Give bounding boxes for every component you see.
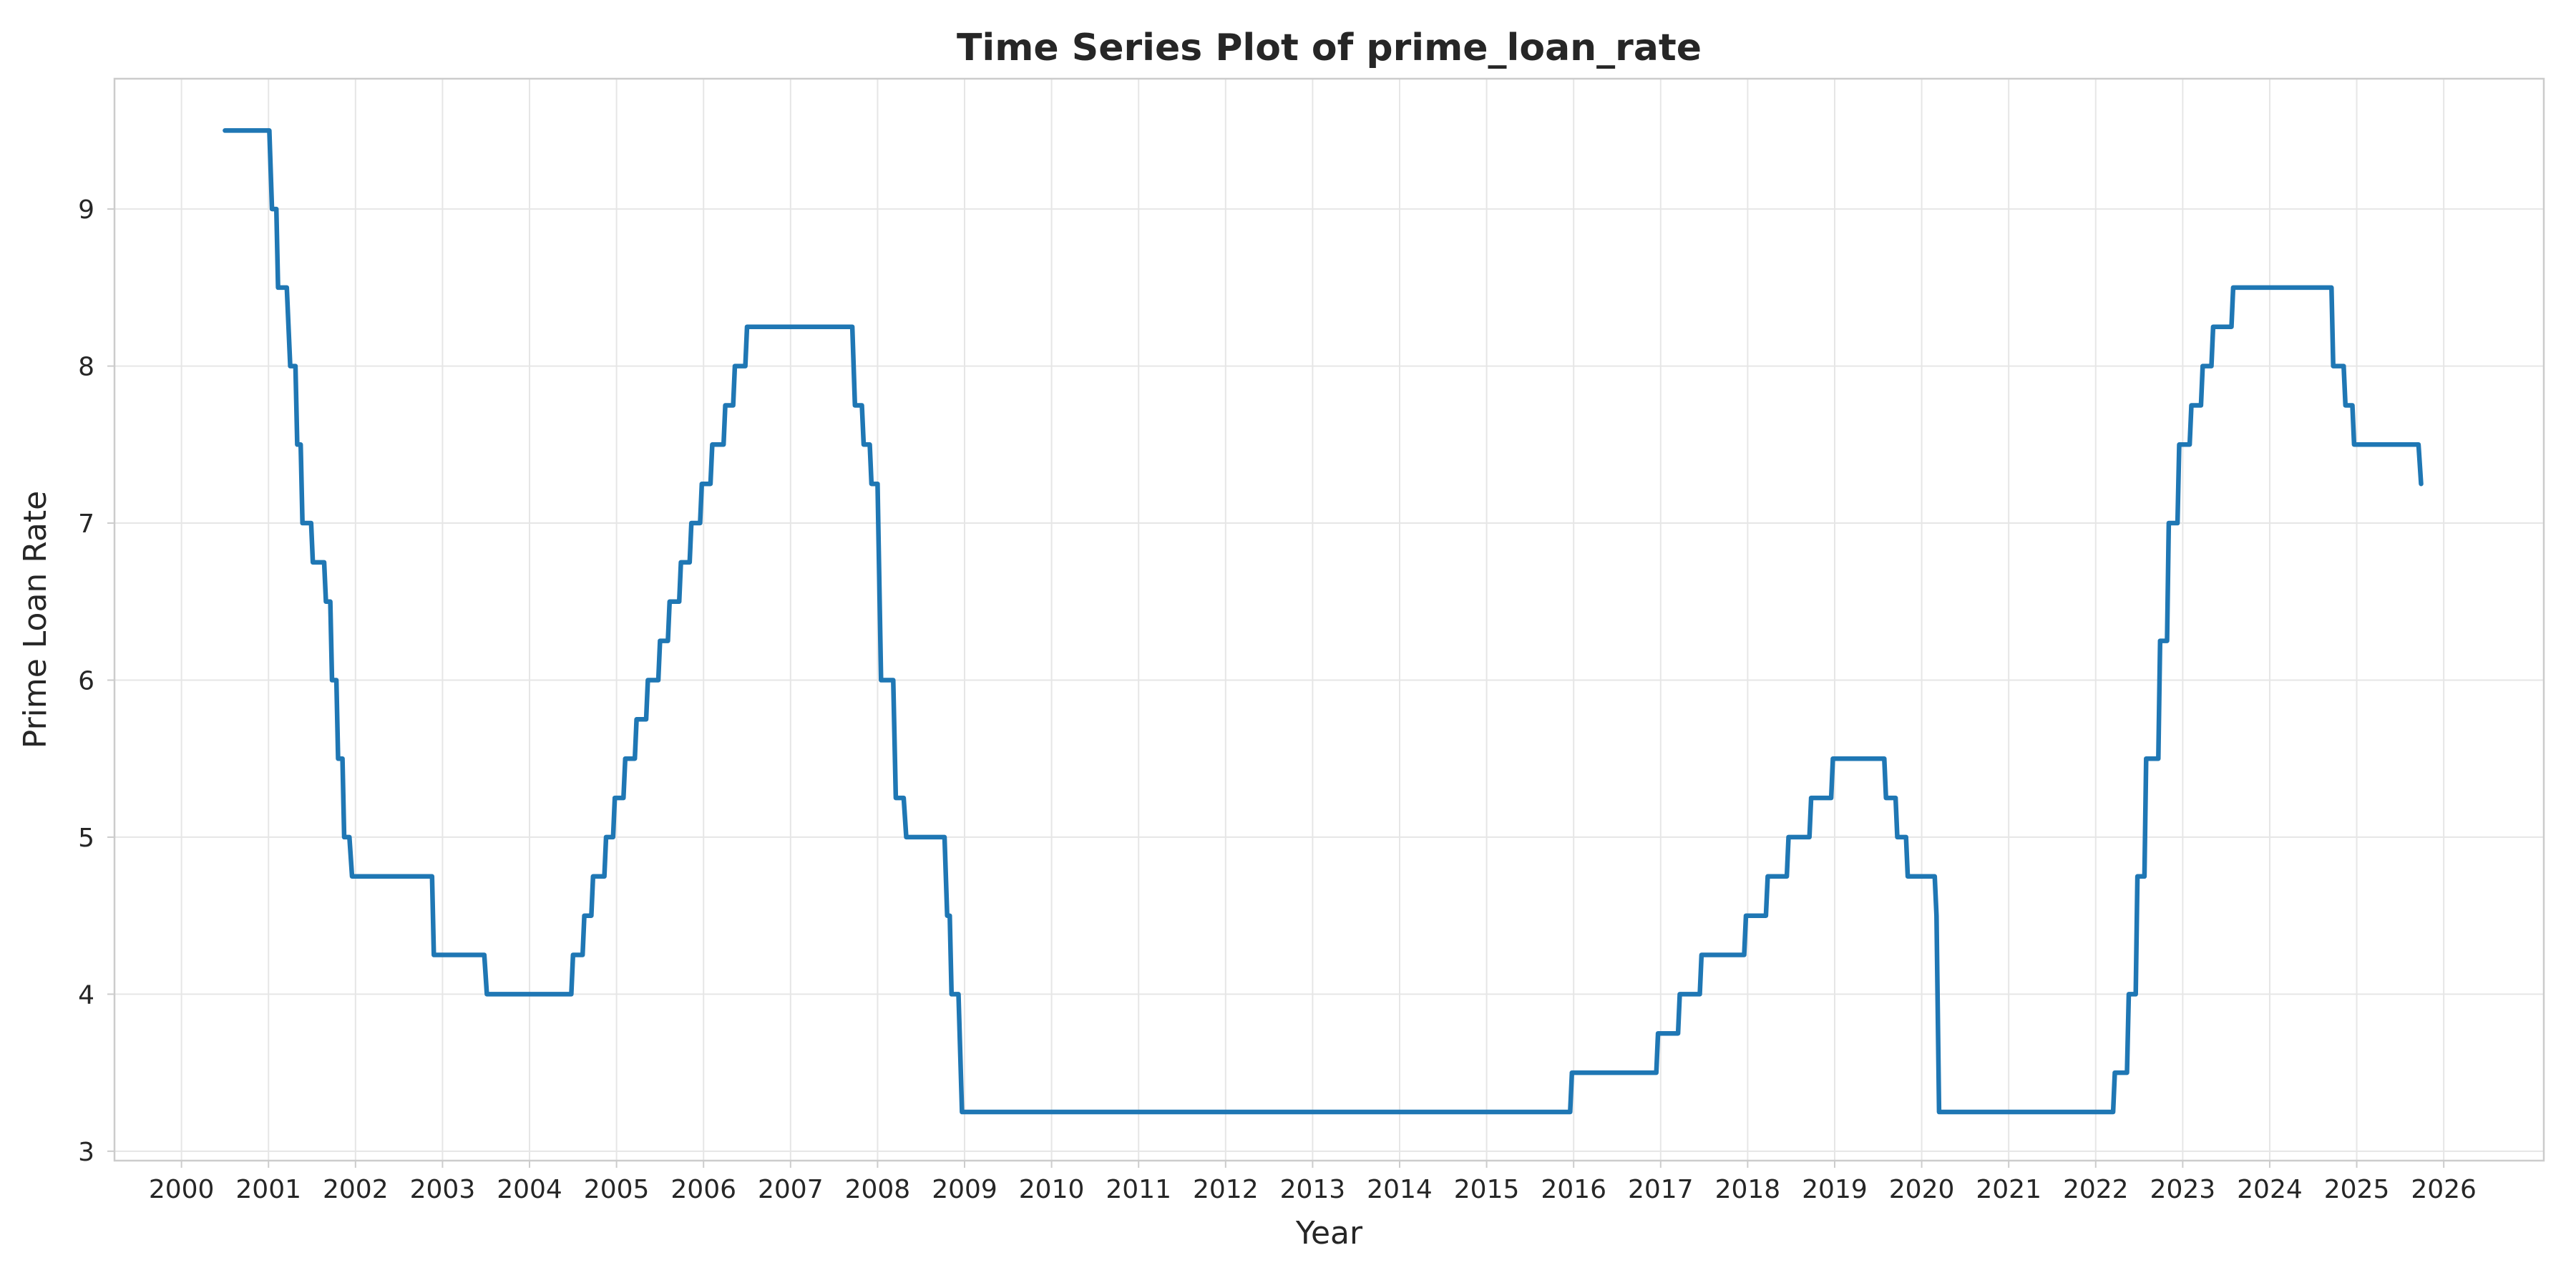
x-tick-label: 2020 xyxy=(1889,1175,1955,1204)
x-tick-label: 2018 xyxy=(1715,1175,1781,1204)
x-tick-label: 2003 xyxy=(410,1175,476,1204)
plot-frame xyxy=(113,77,2545,1162)
x-tick-label: 2019 xyxy=(1802,1175,1868,1204)
x-tick-label: 2007 xyxy=(758,1175,824,1204)
x-tick-label: 2021 xyxy=(1976,1175,2041,1204)
x-tick-label: 2009 xyxy=(932,1175,997,1204)
y-tick-label: 9 xyxy=(78,195,94,225)
x-tick-label: 2010 xyxy=(1019,1175,1085,1204)
x-tick-label: 2011 xyxy=(1106,1175,1171,1204)
y-tick-label: 8 xyxy=(78,353,94,382)
series-line xyxy=(223,128,2424,1115)
y-tick-label: 4 xyxy=(78,980,94,1010)
x-tick-label: 2017 xyxy=(1628,1175,1694,1204)
x-tick-label: 2013 xyxy=(1280,1175,1346,1204)
x-tick-label: 2005 xyxy=(584,1175,650,1204)
y-tick-label: 6 xyxy=(78,666,94,696)
x-tick-label: 2006 xyxy=(670,1175,736,1204)
chart-title: Time Series Plot of prime_loan_rate xyxy=(957,26,1702,69)
y-tick-label: 7 xyxy=(78,509,94,539)
x-tick-label: 2004 xyxy=(497,1175,562,1204)
axis-ticks: 2000 2001 2002 2003 2004 2005 2006 2007 2008 2009… xyxy=(78,195,2477,1204)
x-tick-label: 2024 xyxy=(2237,1175,2303,1204)
x-tick-label: 2026 xyxy=(2411,1175,2477,1204)
grid-lines xyxy=(114,79,2544,1161)
x-tick-label: 2000 xyxy=(149,1175,215,1204)
y-axis-label: Prime Loan Rate xyxy=(17,491,54,748)
x-tick-label: 2014 xyxy=(1367,1175,1433,1204)
x-axis-label: Year xyxy=(1295,1215,1363,1252)
x-tick-label: 2016 xyxy=(1541,1175,1606,1204)
x-tick-label: 2025 xyxy=(2324,1175,2390,1204)
x-tick-label: 2015 xyxy=(1454,1175,1520,1204)
x-tick-label: 2008 xyxy=(845,1175,911,1204)
x-tick-label: 2001 xyxy=(235,1175,301,1204)
series-lines xyxy=(223,128,2424,1115)
x-tick-label: 2022 xyxy=(2063,1175,2129,1204)
y-tick-label: 5 xyxy=(78,824,94,853)
x-tick-label: 2002 xyxy=(323,1175,389,1204)
x-tick-label: 2023 xyxy=(2150,1175,2216,1204)
y-tick-label: 3 xyxy=(78,1138,94,1167)
x-tick-label: 2012 xyxy=(1193,1175,1259,1204)
